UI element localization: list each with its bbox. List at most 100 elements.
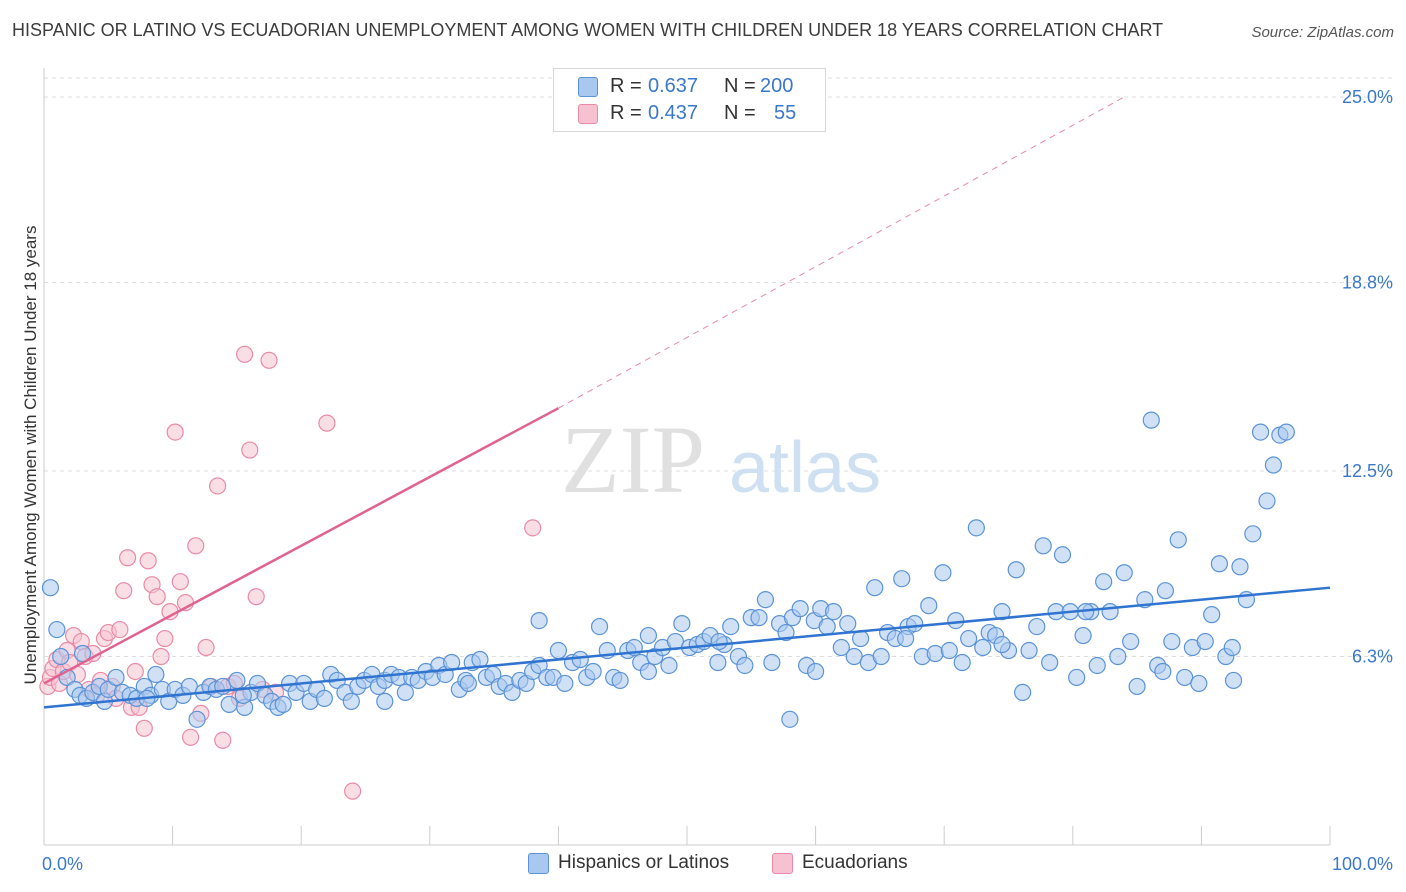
- ecuadorian-point: [135, 719, 153, 737]
- x-tick-label: 0.0%: [42, 854, 83, 874]
- ecuadorian-trend-line: [43, 407, 559, 685]
- ecuadorian-point: [241, 441, 259, 459]
- ecuadorian-trend-extension: [558, 96, 1125, 409]
- hispanic-point: [274, 695, 292, 713]
- hispanic-point: [396, 683, 414, 702]
- hispanic-point: [1074, 626, 1092, 645]
- hispanic-point: [639, 662, 658, 681]
- bottom-legend-swatch-pink: [772, 853, 793, 874]
- hispanic-point: [1223, 638, 1241, 657]
- hispanic-point: [549, 641, 568, 660]
- hispanic-point: [866, 579, 884, 597]
- hispanic-point: [48, 620, 66, 639]
- hispanic-point: [818, 617, 836, 636]
- ecuadorian-point: [148, 588, 166, 606]
- hispanic-point: [1115, 564, 1133, 582]
- hispanic-point: [763, 653, 781, 672]
- legend-swatch-blue: [578, 77, 598, 97]
- ecuadorian-point: [318, 414, 336, 432]
- watermark: ZIP atlas: [561, 406, 881, 513]
- grid-lines: [44, 77, 1392, 658]
- y-tick-label: 6.3%: [1352, 647, 1393, 667]
- ecuadorian-point: [126, 662, 144, 681]
- legend-n-label: N =: [724, 102, 756, 124]
- ecuadorian-point: [524, 519, 542, 537]
- hispanic-point: [1014, 683, 1032, 702]
- hispanic-point: [1041, 653, 1059, 672]
- hispanic-point: [1196, 632, 1214, 651]
- ecuadorian-point: [236, 345, 254, 363]
- hispanic-point: [940, 641, 958, 660]
- hispanic-point: [1169, 531, 1187, 549]
- bottom-legend-swatch-blue: [528, 853, 549, 874]
- hispanic-point: [750, 609, 768, 627]
- hispanic-point: [1264, 456, 1283, 474]
- hispanic-point: [1068, 668, 1086, 687]
- ecuadorian-point: [187, 537, 205, 555]
- hispanic-point: [673, 614, 691, 633]
- legend-n-value: 200: [760, 75, 794, 97]
- hispanic-point: [1142, 411, 1160, 429]
- y-tick-label: 18.8%: [1342, 273, 1393, 293]
- legend-r-label: R =: [610, 75, 642, 97]
- hispanic-point: [1277, 423, 1295, 441]
- ecuadorians-points: [39, 345, 542, 800]
- hispanic-point: [781, 710, 799, 728]
- hispanic-point: [530, 611, 548, 630]
- hispanic-point: [777, 623, 795, 642]
- hispanic-point: [52, 647, 70, 666]
- hispanic-point: [953, 653, 971, 672]
- hispanic-trend-line: [43, 586, 1331, 709]
- hispanic-point: [791, 600, 809, 618]
- hispanic-point: [709, 653, 727, 672]
- hispanic-point: [1034, 537, 1052, 555]
- hispanic-point: [1122, 632, 1140, 651]
- hispanic-point: [722, 617, 740, 636]
- hispanic-point: [590, 617, 609, 636]
- hispanic-point: [1190, 674, 1208, 693]
- hispanic-point: [825, 603, 843, 621]
- ecuadorian-point: [260, 351, 278, 369]
- hispanic-point: [839, 614, 857, 633]
- correlation-legend: R = 0.637 N = 200 R = 0.437 N = 55: [553, 68, 826, 132]
- chart-title: HISPANIC OR LATINO VS ECUADORIAN UNEMPLO…: [12, 20, 1164, 40]
- ecuadorian-point: [118, 549, 137, 567]
- hispanic-point: [960, 629, 978, 648]
- hispanic-point: [897, 629, 915, 648]
- hispanic-point: [806, 662, 825, 681]
- hispanic-point: [906, 614, 924, 633]
- hispanic-point: [1210, 555, 1229, 573]
- hispanic-point: [584, 662, 602, 681]
- hispanic-point: [660, 656, 678, 675]
- hispanic-point: [993, 635, 1011, 654]
- hispanic-point: [1258, 492, 1276, 510]
- hispanics-points: [41, 411, 1295, 728]
- hispanic-point: [188, 710, 206, 728]
- y-tick-label: 25.0%: [1342, 87, 1393, 107]
- hispanic-point: [1095, 573, 1113, 591]
- hispanic-point: [1154, 662, 1172, 681]
- ecuadorian-point: [111, 620, 129, 639]
- hispanic-point: [41, 579, 60, 597]
- hispanic-point: [107, 668, 125, 687]
- axes: [43, 68, 1331, 846]
- ecuadorian-point: [214, 731, 232, 749]
- hispanic-point: [315, 689, 333, 707]
- source-credit: Source: ZipAtlas.com: [1251, 24, 1394, 41]
- hispanic-point: [1156, 582, 1174, 600]
- hispanic-point: [1244, 525, 1262, 543]
- hispanic-point: [376, 692, 394, 710]
- legend-n-value: 55: [774, 102, 797, 124]
- hispanic-point: [893, 570, 911, 588]
- legend-r-label: R =: [610, 102, 642, 124]
- hispanic-point: [1053, 546, 1072, 564]
- hispanic-point: [967, 519, 985, 537]
- x-tick-label: 100.0%: [1332, 854, 1393, 874]
- trend-lines: [43, 96, 1331, 709]
- tick-labels: 6.3% 12.5% 18.8% 25.0% 0.0% 100.0%: [42, 87, 1393, 874]
- hispanic-point: [1231, 558, 1249, 576]
- ecuadorian-point: [139, 552, 157, 570]
- hispanic-point: [234, 686, 252, 705]
- ecuadorian-point: [209, 477, 227, 495]
